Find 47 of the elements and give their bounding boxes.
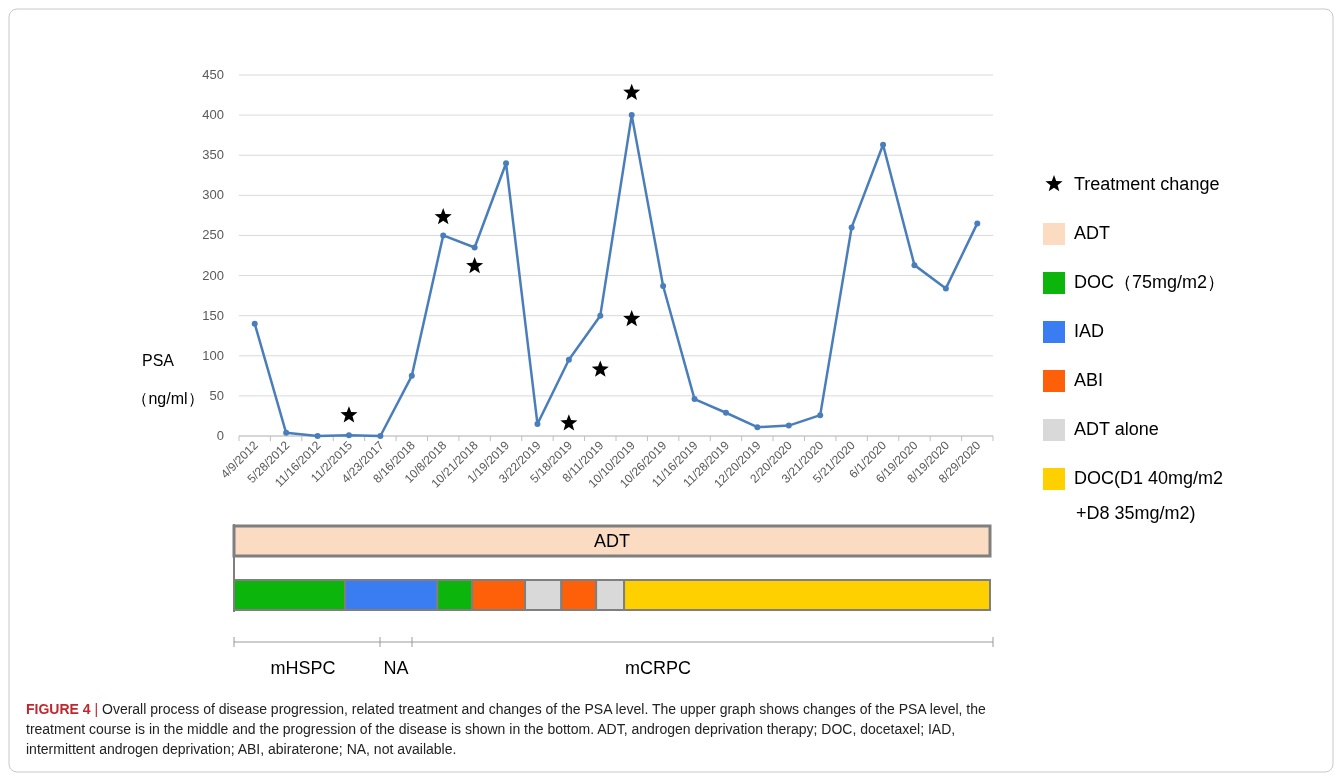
legend-label: Treatment change	[1074, 174, 1220, 194]
point	[880, 141, 887, 148]
point	[251, 320, 258, 327]
point	[503, 160, 510, 167]
point	[565, 356, 572, 363]
text: ADT	[1074, 223, 1110, 243]
y-tick-label: 50	[209, 387, 224, 403]
point	[942, 285, 949, 292]
y-tick-label: 400	[202, 107, 224, 123]
legend-label: DOC（75mg/m2）	[1074, 272, 1226, 292]
point	[817, 412, 824, 419]
y-tick-label: 350	[202, 147, 224, 163]
text: mHSPC	[270, 658, 336, 678]
series-label: ADT	[594, 531, 630, 551]
y-tick-label: 150	[202, 307, 224, 323]
point	[785, 422, 792, 429]
point	[754, 424, 761, 431]
point	[534, 420, 541, 427]
text: NA	[383, 658, 409, 678]
text: PSA （ng/ml）	[132, 352, 204, 407]
point	[628, 112, 635, 119]
point	[440, 232, 447, 239]
point	[722, 409, 729, 416]
point	[408, 372, 415, 379]
point	[597, 312, 604, 319]
caption: FIGURE 4 | Overall process of disease progression, related treatment and changes of the PSA level. The upper graph shows changes of the PSA level, the treatment course is in the middle and the progression of the disease is shown in the bottom. ADT, androgen deprivation therapy; DOC, docetaxel; IAD, intermittent androgen deprivation; ABI, abiraterone; NA, not available.	[26, 701, 987, 757]
point	[345, 432, 352, 439]
point	[974, 220, 981, 227]
y-tick-label: 0	[216, 428, 224, 443]
point	[691, 396, 698, 403]
text: mCRPC	[625, 658, 691, 678]
y-tick-label: 250	[202, 227, 224, 243]
point	[848, 224, 855, 231]
point	[471, 244, 478, 251]
legend-label: ABI	[1074, 370, 1104, 390]
legend-label: ADT alone	[1074, 419, 1159, 439]
y-tick-label: 100	[202, 347, 224, 363]
point	[660, 282, 667, 289]
legend-label: IAD	[1074, 321, 1105, 341]
legend-label: DOC(D1 40mg/m2 +D8 35mg/m2)	[1074, 468, 1224, 523]
point	[283, 429, 290, 436]
y-tick-label: 450	[202, 67, 224, 82]
y-tick-label: 300	[202, 187, 224, 203]
point	[377, 433, 384, 439]
point	[314, 433, 321, 439]
y-tick-label: 200	[202, 267, 224, 283]
point	[911, 262, 918, 269]
